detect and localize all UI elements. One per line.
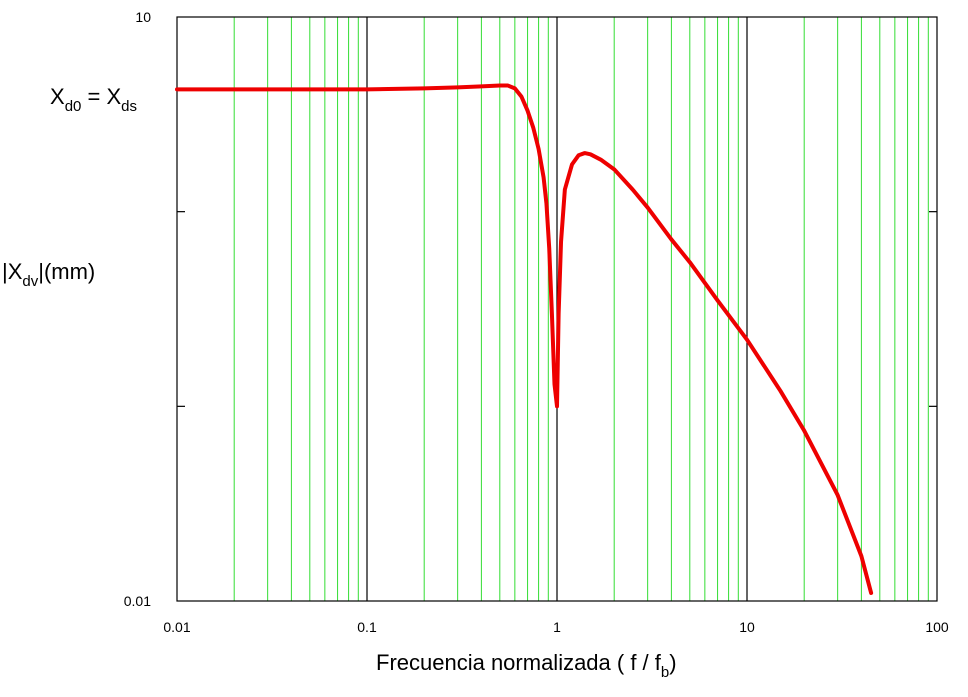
xlabel-main: Frecuencia normalizada ( f / f [376, 650, 662, 675]
xlabel-sub: b [661, 664, 669, 681]
annotation-a: X [50, 84, 65, 109]
x-tick-label: 1 [553, 619, 561, 635]
y-tick-label: 10 [135, 9, 151, 25]
annotation-eq: = [81, 84, 106, 109]
y-axis-label: |Xdv|(mm) [2, 259, 95, 290]
plot-border [176, 16, 938, 602]
minor-gridlines [233, 17, 929, 601]
annotation-label: Xd0 = Xds [50, 84, 137, 115]
x-tick-label: 0.01 [163, 619, 190, 635]
y-tick-labels: 100.01 [124, 9, 151, 609]
annotation-b-sub: ds [121, 98, 137, 115]
x-tick-labels: 0.01 0.1 1 10 100 [163, 619, 949, 635]
xlabel-end: ) [669, 650, 676, 675]
annotation-a-sub: d0 [65, 98, 82, 115]
plot-frame [176, 16, 938, 602]
y-tick-label: 0.01 [124, 593, 151, 609]
series-line-0 [175, 83, 874, 595]
x-tick-label: 100 [925, 619, 949, 635]
x-axis-label: Frecuencia normalizada ( f / fb) [376, 650, 677, 681]
annotation-b: X [106, 84, 121, 109]
series-group [175, 83, 874, 595]
ylabel-post: |(mm) [38, 259, 95, 284]
x-tick-label: 10 [739, 619, 755, 635]
x-tick-label: 0.1 [357, 619, 377, 635]
ylabel-pre: |X [2, 259, 23, 284]
ylabel-sub: dv [22, 273, 38, 290]
